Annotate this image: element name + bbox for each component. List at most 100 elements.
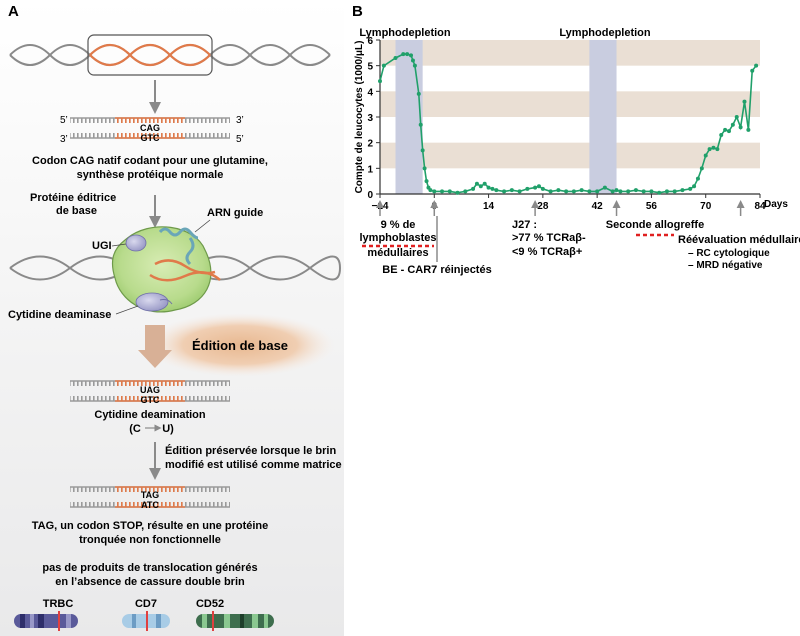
final-dna-strands: TAG ATC [70,486,230,510]
annotation-j27-line3: <9 % TCRaβ+ [512,246,582,258]
x-tick-label-7: 84 [754,201,766,212]
base-editor-complex [9,226,341,313]
gene-label-cd52: CD52 [196,598,224,610]
wbc-point-41 [602,185,607,190]
chromosome-trbc [14,611,78,631]
wbc-point-54 [692,184,697,189]
y-tick-label-1: 1 [367,164,373,175]
wbc-point-36 [564,189,569,194]
guide-rna-label: ARN guide [207,207,263,219]
annotation-j27-line1: J27 : [512,219,537,231]
deamination-formula-right: U) [162,423,174,435]
wbc-point-34 [548,189,553,194]
native-caption-line2: synthèse protéique normale [77,169,224,181]
gene-label-cd7: CD7 [135,598,157,610]
cytidine-deaminase-label: Cytidine deaminase [8,309,111,321]
event-arrow-head-4 [736,200,745,208]
strand-label-3-right: 3’ [236,115,244,126]
x-tick-label-6: 70 [700,201,712,212]
y-axis-label: Compte de leucocytes (1000/μL) [354,41,365,194]
band-5 [380,40,760,66]
wbc-point-32 [536,184,541,189]
x-axis-label: Days [764,199,788,210]
wbc-point-47 [641,189,646,194]
wbc-point-57 [703,153,708,158]
lymphodepletion-shades [395,40,617,194]
panel-a-letter: A [8,3,19,20]
wbc-point-18 [455,190,460,195]
wbc-point-20 [471,186,476,191]
wbc-point-27 [502,189,507,194]
wbc-point-0 [378,79,382,84]
no-translocation-line1: pas de produits de translocation générés [42,562,257,574]
base-edition-arrow [138,325,172,368]
annotation-reeval-line1: Réévaluation médullaire : [678,234,800,246]
wbc-point-17 [447,189,452,194]
annotation-j27-line2: >77 % TCRaβ- [512,232,586,244]
wbc-point-55 [695,176,700,181]
panel-b-letter: B [352,3,363,20]
wbc-point-67 [742,99,747,104]
wbc-point-31 [533,185,538,190]
wbc-series [378,52,759,195]
codon-bottom: GTC [141,133,160,143]
wbc-point-61 [719,132,724,137]
cytidine-deaminase-protein [135,292,169,312]
wbc-point-8 [416,91,421,96]
deaminated-codon-top: UAG [140,385,160,395]
wbc-point-44 [618,189,623,194]
final-codon-top: TAG [141,490,159,500]
gene-label-trbc: TRBC [43,598,74,610]
event-arrow-head-0 [376,200,384,208]
annotation-blasts-line3: médullaires [367,247,428,259]
wbc-point-40 [595,189,600,194]
y-tick-label-5: 5 [367,62,373,73]
wbc-point-51 [672,189,677,194]
event-arrow-head-1 [430,200,439,208]
wbc-point-16 [440,189,445,194]
annotation-reeval-line2: – RC cytologique [688,248,770,259]
annotation-blasts-line2: lymphoblastes [359,232,436,244]
wbc-point-9 [418,122,423,127]
deaminated-dna-strands: UAG GTC [70,380,230,405]
ugi-protein [125,234,147,252]
wbc-point-21 [474,181,479,186]
wbc-point-56 [699,166,704,171]
wbc-point-66 [738,125,743,130]
wbc-point-68 [746,127,751,132]
wbc-point-11 [422,166,427,171]
wbc-point-42 [610,189,615,194]
final-codon-bottom: ATC [141,500,159,510]
wbc-point-70 [754,63,759,68]
wbc-point-53 [688,186,693,191]
wbc-point-59 [711,145,716,150]
wbc-point-26 [494,188,499,193]
ugi-label: UGI [92,240,112,252]
annotation-allograft: Seconde allogreffe [606,219,704,231]
wbc-point-48 [649,189,654,194]
wbc-point-6 [410,58,415,63]
strand-label-3-left: 3’ [60,134,68,145]
wbc-point-63 [726,129,731,134]
stop-caption-line2: tronquée non fonctionnelle [79,534,221,546]
wbc-point-15 [432,189,437,194]
event-arrows [376,200,745,216]
lymphodepletion-shade-2 [589,40,617,194]
wbc-point-49 [657,190,662,195]
strand-label-5-right: 5’ [236,134,244,145]
event-arrow-head-3 [612,200,621,208]
deamination-formula-left: (C [129,423,141,435]
wbc-point-25 [490,186,495,191]
y-tick-label-0: 0 [367,190,373,201]
wbc-point-2 [393,55,398,60]
x-tick-label-3: 28 [537,201,549,212]
wbc-point-28 [509,188,514,193]
preserved-line1: Édition préservée lorsque le brin [165,444,336,457]
guide-rna-strand [158,227,199,266]
base-editor-label-line2: de base [56,205,97,217]
preserved-line2: modifié est utilisé comme matrice [165,459,342,471]
codon-top: CAG [140,123,160,133]
